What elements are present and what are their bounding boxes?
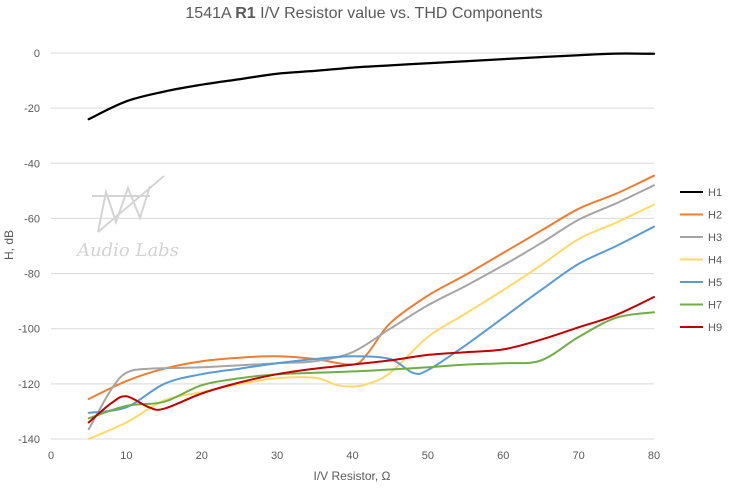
x-axis-label: I/V Resistor, Ω [314, 469, 391, 483]
watermark-logo-icon [92, 175, 165, 233]
chart-title: 1541A R1 I/V Resistor value vs. THD Comp… [185, 5, 542, 22]
x-tick-label: 0 [48, 450, 54, 462]
x-tick-label: 50 [422, 450, 434, 462]
series-lines [87, 52, 656, 440]
chart-title-suffix: I/V Resistor value vs. THD Components [256, 5, 543, 22]
x-tick-label: 40 [346, 450, 358, 462]
legend: H1 H2 H3 H4 H5 H7 H9 [680, 187, 722, 334]
x-tick-label: 10 [120, 450, 132, 462]
chart-title-bold: R1 [235, 5, 256, 22]
y-tick-label: -120 [18, 379, 40, 391]
legend-label-h3: H3 [708, 232, 722, 244]
legend-label-h2: H2 [708, 210, 722, 222]
y-axis-ticks: 0 -20 -40 -60 -80 -100 -120 -140 [18, 48, 40, 446]
series-line-h3 [87, 184, 655, 431]
gridlines [51, 52, 654, 440]
series-line-h9 [87, 296, 655, 424]
legend-label-h7: H7 [708, 300, 722, 312]
y-tick-label: -80 [24, 269, 40, 281]
y-tick-label: -100 [18, 324, 40, 336]
y-tick-label: -60 [24, 213, 40, 225]
legend-label-h5: H5 [708, 277, 722, 289]
series-line-h5 [87, 225, 655, 414]
x-tick-label: 80 [648, 450, 660, 462]
audio-labs-watermark: Audio Labs [75, 175, 179, 261]
y-tick-label: -140 [18, 434, 40, 446]
y-tick-label: 0 [34, 48, 40, 60]
series-line-h7 [87, 311, 655, 420]
x-axis-ticks: 0 10 20 30 40 50 60 70 80 [48, 450, 660, 462]
x-tick-label: 30 [271, 450, 283, 462]
series-line-h2 [87, 174, 655, 400]
y-tick-label: -20 [24, 103, 40, 115]
legend-label-h4: H4 [708, 255, 722, 267]
legend-label-h9: H9 [708, 322, 722, 334]
x-tick-label: 60 [497, 450, 509, 462]
series-line-h4 [87, 203, 655, 440]
watermark-text: Audio Labs [75, 240, 179, 261]
y-axis-label: H, dB [2, 230, 16, 260]
legend-label-h1: H1 [708, 187, 722, 199]
chart-title-prefix: 1541A [185, 5, 235, 22]
x-tick-label: 20 [196, 450, 208, 462]
series-line-h1 [87, 52, 656, 121]
x-tick-label: 70 [573, 450, 585, 462]
y-tick-label: -40 [24, 158, 40, 170]
